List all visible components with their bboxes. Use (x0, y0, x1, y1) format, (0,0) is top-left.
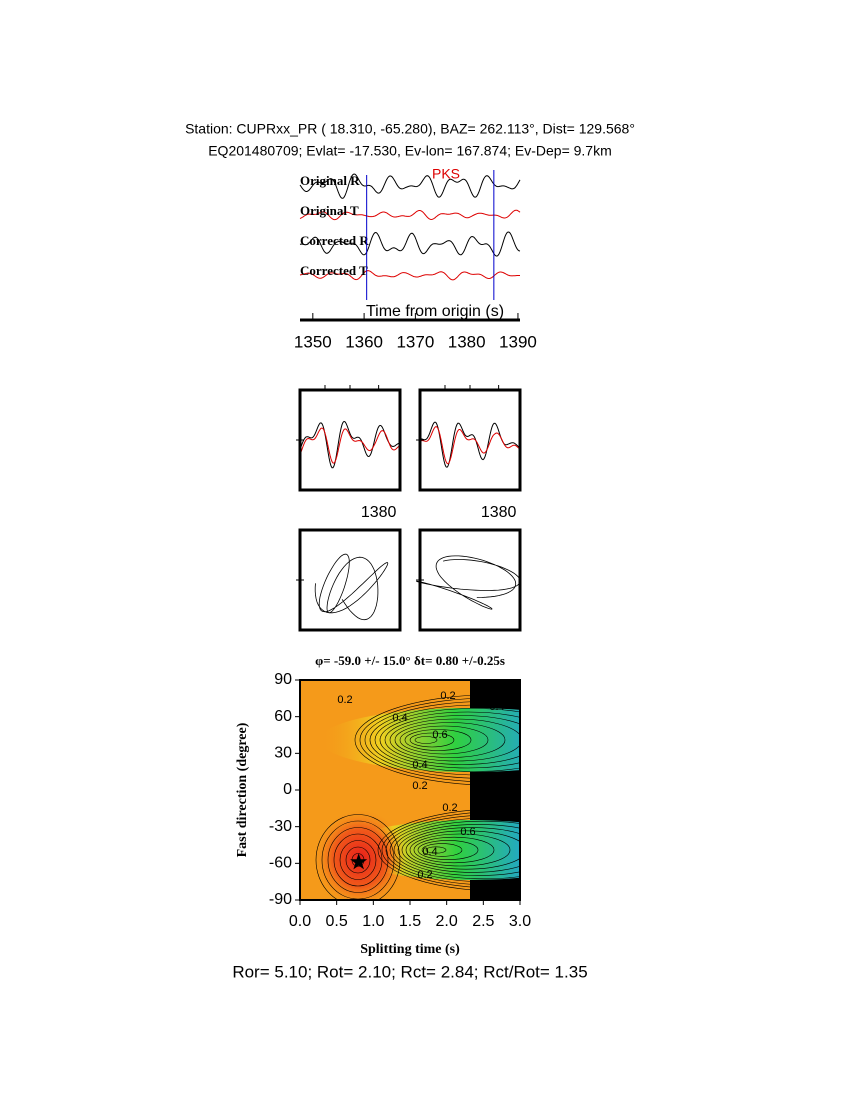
contour-line (384, 715, 520, 765)
y-tick-label: -60 (269, 855, 292, 872)
x-tick-label: 1.5 (399, 913, 421, 930)
contour-label: 0.2 (417, 869, 432, 881)
y-tick-label: 30 (274, 745, 292, 762)
contour-label: 0.2 (440, 690, 455, 702)
waveform (299, 270, 520, 281)
contour-label: 0.6 (460, 826, 475, 838)
contour-line (413, 836, 495, 864)
contour-line (425, 846, 447, 854)
contour-line (409, 833, 511, 867)
particle-motion-trace (314, 553, 389, 621)
contour-line (374, 708, 520, 772)
y-tick-label: -90 (269, 891, 292, 908)
x-tick-label: 0.5 (326, 913, 348, 930)
contour-line (339, 840, 377, 880)
particle-motion-trace (416, 555, 521, 610)
trace-label: Original R (300, 173, 360, 188)
x-axis-label: Splitting time (s) (360, 942, 460, 957)
contour-line (409, 732, 455, 748)
x-tick-label: 2.0 (436, 913, 458, 930)
x-tick-label: 1380 (448, 332, 486, 351)
contour-line (385, 814, 520, 886)
x-tick-label: 1390 (499, 332, 537, 351)
contour-line (397, 824, 520, 876)
contour-line (359, 697, 520, 783)
x-tick-label: 0.0 (289, 913, 311, 930)
y-tick-label: 60 (274, 708, 292, 725)
x-tick-label: 3.0 (509, 913, 531, 930)
waveform (299, 420, 400, 469)
x-tick-label: 1370 (396, 332, 434, 351)
waveform (299, 427, 401, 464)
phase-label: PKS (432, 166, 460, 182)
x-tick-label: 2.5 (472, 913, 494, 930)
contour-line (393, 820, 520, 880)
contour-line (327, 827, 389, 893)
contour-label: 0.4 (412, 759, 427, 771)
contour-line (345, 846, 371, 874)
best-fit-star (350, 853, 368, 870)
header-line: EQ201480709; Evlat= -17.530, Ev-lon= 167… (208, 143, 612, 159)
contour-line (315, 814, 401, 900)
contour-line (389, 817, 520, 883)
y-tick-label: -30 (269, 818, 292, 835)
contour-line (421, 843, 463, 857)
contour-line (399, 725, 489, 755)
footer: Ror= 5.10; Rot= 2.10; Rct= 2.84; Rct/Rot… (232, 962, 587, 981)
contour-line (381, 811, 520, 889)
contour-line (405, 830, 520, 870)
contour-label: 0.2 (337, 694, 352, 706)
trace-label: Corrected R (300, 233, 369, 248)
x-tick-label: 1380 (361, 504, 397, 521)
waveform (419, 426, 521, 465)
particle-motion (296, 528, 522, 632)
contour-line (394, 722, 506, 758)
contour-label: 0.4 (392, 712, 407, 724)
contour-label: 0.6 (432, 729, 447, 741)
contour-label: 0.2 (442, 802, 457, 814)
x-axis-label: Time from origin (s) (366, 303, 504, 320)
y-tick-label: 90 (274, 671, 292, 688)
contour-line (389, 718, 520, 762)
header-line: Station: CUPRxx_PR ( 18.310, -65.280), B… (185, 121, 635, 137)
contour-line (354, 694, 520, 786)
y-axis-label: Fast direction (degree) (235, 722, 250, 857)
chart-title: φ= -59.0 +/- 15.0° δt= 0.80 +/-0.25s (315, 653, 505, 668)
contour-label: 0.2 (412, 780, 427, 792)
waveform (299, 209, 521, 221)
contour-line (404, 729, 472, 751)
contour-line (364, 701, 520, 779)
plot-frame (298, 388, 402, 492)
x-tick-label: 1.0 (362, 913, 384, 930)
waveform (299, 173, 521, 199)
contour-line (369, 704, 520, 776)
contour-line (377, 808, 520, 892)
contour-map (300, 680, 520, 900)
y-tick-label: 0 (283, 781, 292, 798)
waveform (299, 231, 521, 257)
x-tick-label: 1350 (294, 332, 332, 351)
trace-label: Original T (300, 203, 359, 218)
contour-line (379, 711, 520, 769)
x-tick-label: 1380 (481, 504, 517, 521)
contour-label: 0.4 (489, 701, 504, 713)
waveforms (299, 173, 521, 281)
contour-label: 0.4 (422, 846, 437, 858)
contour-line (414, 736, 438, 744)
x-tick-label: 1360 (345, 332, 383, 351)
contour-line (417, 840, 479, 860)
contour-line (401, 827, 520, 873)
trace-label: Corrected T (300, 263, 368, 278)
